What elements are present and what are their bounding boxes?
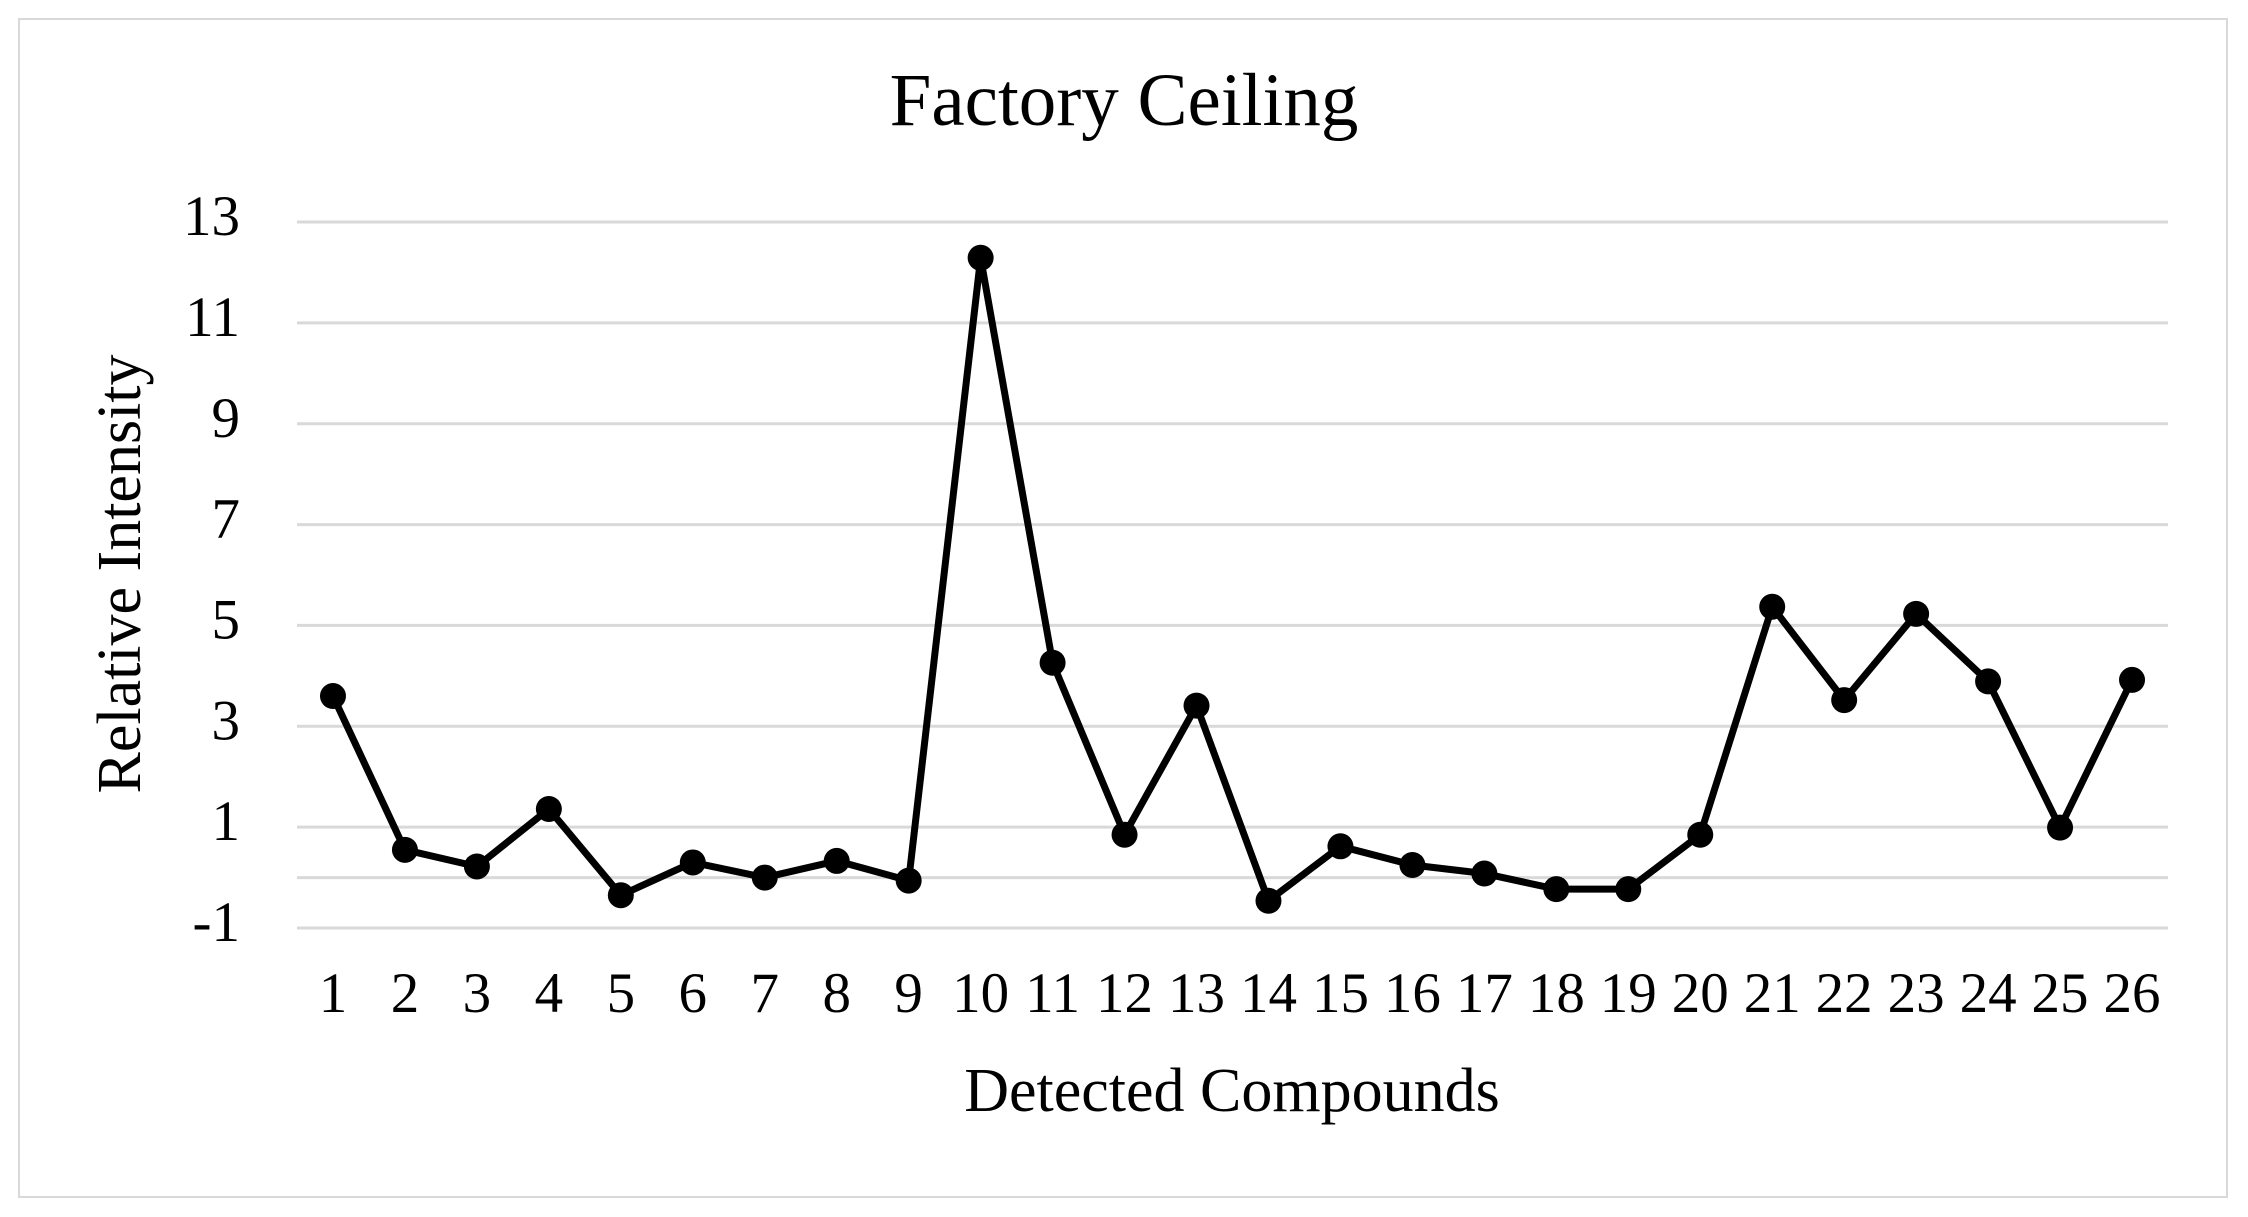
y-tick-label: 13 — [183, 185, 240, 248]
data-point — [1471, 860, 1498, 887]
x-tick-label: 11 — [1025, 962, 1080, 1025]
data-point — [2047, 814, 2074, 841]
x-tick-label: 19 — [1600, 962, 1657, 1025]
x-tick-label: 1 — [319, 962, 348, 1025]
data-point — [1039, 649, 1066, 676]
x-axis-title: Detected Compounds — [964, 1057, 1500, 1125]
x-tick-label: 9 — [894, 962, 923, 1025]
y-tick-label: 5 — [212, 589, 241, 652]
x-tick-label: 2 — [391, 962, 420, 1025]
data-point — [823, 847, 850, 874]
data-point — [679, 849, 706, 876]
x-tick-label: 23 — [1888, 962, 1945, 1025]
x-tick-label: 5 — [607, 962, 636, 1025]
chart-title: Factory Ceiling — [890, 59, 1359, 142]
x-tick-label: 24 — [1960, 962, 2017, 1025]
data-point — [895, 867, 922, 894]
data-point — [751, 864, 778, 891]
x-tick-label: 16 — [1384, 962, 1441, 1025]
y-tick-label: 9 — [212, 387, 241, 450]
data-point — [1687, 821, 1714, 848]
data-point — [607, 882, 634, 909]
x-tick-label: 14 — [1240, 962, 1297, 1025]
data-point — [1543, 876, 1570, 903]
data-point — [1327, 833, 1354, 860]
x-tick-label: 6 — [679, 962, 708, 1025]
data-point — [535, 795, 562, 822]
y-axis-title: Relative Intensity — [86, 354, 154, 793]
data-point — [1399, 851, 1426, 878]
y-tick-label: 11 — [185, 286, 240, 349]
data-point — [1831, 687, 1858, 714]
x-tick-label: 15 — [1312, 962, 1369, 1025]
x-tick-label: 22 — [1816, 962, 1873, 1025]
data-point — [1615, 876, 1642, 903]
x-tick-label: 17 — [1456, 962, 1513, 1025]
y-tick-label: 7 — [212, 488, 241, 551]
y-tick-label: 3 — [212, 689, 241, 752]
x-tick-label: 20 — [1672, 962, 1729, 1025]
x-tick-label: 25 — [2032, 962, 2089, 1025]
y-tick-label: 1 — [212, 790, 241, 853]
data-point — [391, 836, 418, 863]
x-tick-label: 12 — [1096, 962, 1153, 1025]
x-tick-label: 3 — [463, 962, 492, 1025]
data-point — [2119, 666, 2146, 693]
data-point — [1759, 593, 1786, 620]
x-tick-label: 13 — [1168, 962, 1225, 1025]
data-point — [1183, 692, 1210, 719]
data-point — [1111, 821, 1138, 848]
x-tick-label: 10 — [952, 962, 1009, 1025]
x-tick-label: 18 — [1528, 962, 1585, 1025]
chart-border — [18, 18, 2228, 1198]
data-point — [1903, 600, 1930, 627]
x-tick-label: 21 — [1744, 962, 1801, 1025]
data-point — [967, 244, 994, 271]
x-tick-label: 4 — [535, 962, 564, 1025]
y-tick-label: -1 — [193, 891, 240, 954]
x-tick-label: 7 — [751, 962, 780, 1025]
data-point — [1255, 887, 1282, 914]
data-point — [319, 683, 346, 710]
data-line — [329, 254, 2136, 905]
data-point — [1975, 668, 2002, 695]
data-point — [463, 853, 490, 880]
x-tick-label: 26 — [2104, 962, 2161, 1025]
x-tick-label: 8 — [822, 962, 851, 1025]
